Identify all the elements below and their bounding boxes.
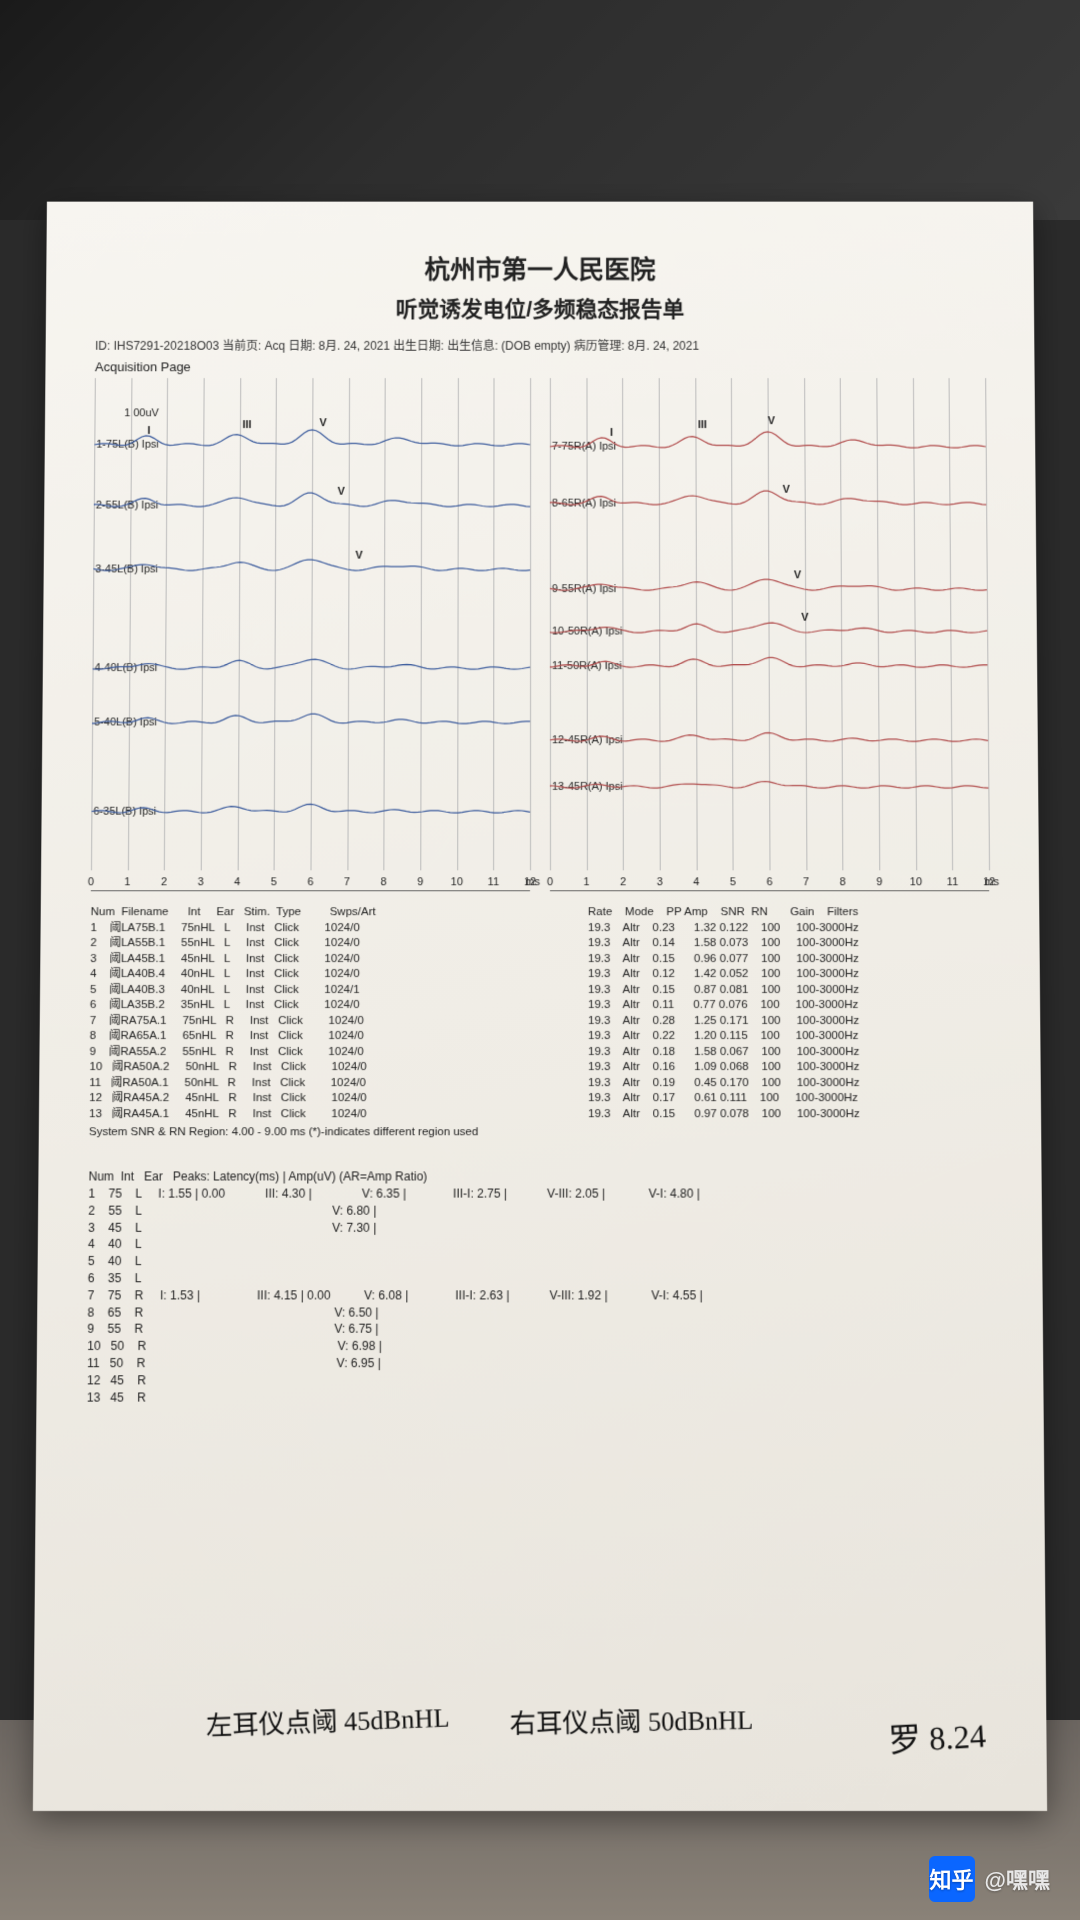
hospital-name: 杭州市第一人民医院 bbox=[96, 250, 985, 286]
waveform-charts: 1.00uV 0123456789101112ms1-75L(B) Ipsi2-… bbox=[91, 378, 989, 891]
zhihu-watermark: 知乎 @嘿嘿 bbox=[929, 1856, 1050, 1902]
parameters-table: Num Filename Int Ear Stim. Type Swps/Art… bbox=[89, 905, 991, 1122]
signature: 罗 8.24 bbox=[887, 1710, 987, 1762]
report-title: 听觉诱发电位/多频稳态报告单 bbox=[95, 292, 984, 323]
zhihu-logo-icon: 知乎 bbox=[929, 1856, 975, 1902]
latency-table: Num Int Ear Peaks: Latency(ms) | Amp(uV)… bbox=[87, 1169, 993, 1406]
handwritten-note-right: 右耳仪点阈 50dBnHL bbox=[509, 1699, 753, 1741]
report-paper: 杭州市第一人民医院 听觉诱发电位/多频稳态报告单 ID: IHS7291-202… bbox=[33, 202, 1047, 1811]
acquisition-label: Acquisition Page bbox=[95, 360, 985, 375]
handwritten-note-left: 左耳仪点阈 45dBnHL bbox=[205, 1697, 450, 1743]
right-ear-chart: 0123456789101112ms7-75R(A) Ipsi8-65R(A) … bbox=[550, 378, 989, 891]
parameters-table-left: Num Filename Int Ear Stim. Type Swps/Art… bbox=[89, 905, 558, 1122]
photo-background-top bbox=[0, 0, 1080, 220]
meta-line: ID: IHS7291-20218O03 当前页: Acq 日期: 8月. 24… bbox=[95, 337, 985, 354]
system-note: System SNR & RN Region: 4.00 - 9.00 ms (… bbox=[89, 1126, 991, 1138]
parameters-table-right: Rate Mode PP Amp SNR RN Gain Filters19.3… bbox=[588, 905, 991, 1122]
watermark-username: @嘿嘿 bbox=[985, 1863, 1050, 1895]
left-ear-chart: 1.00uV 0123456789101112ms1-75L(B) Ipsi2-… bbox=[91, 378, 530, 891]
